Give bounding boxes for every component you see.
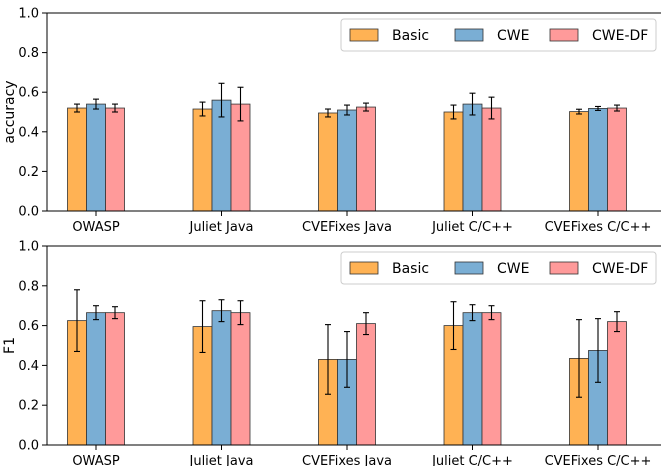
bar-cwe-df-3 (356, 323, 376, 446)
bar-basic-5 (569, 111, 589, 212)
bar-basic-3 (318, 112, 338, 212)
legend-swatch-basic (349, 261, 379, 275)
x-tick-label: CVEFixes C/C++ (545, 454, 652, 466)
legend-label-cwe-df: CWE-DF (592, 28, 648, 44)
legend: Basic CWE CWE-DF (340, 251, 657, 285)
y-tick-label: 1.0 (18, 240, 39, 255)
legend-box (340, 251, 657, 285)
bar-cwe-3 (337, 109, 357, 212)
x-tick-label: OWASP (72, 220, 120, 235)
x-tick-label: Juliet Java (189, 220, 254, 235)
legend-swatch-cwe (454, 28, 484, 42)
legend-swatch-cwe (454, 261, 484, 275)
y-axis-label: accuracy (2, 80, 18, 143)
chart-panel-1: 0.0 0.2 0.4 0.6 0.8 1.0 accuracy OWASP Juliet Ja… (2, 7, 661, 235)
x-tick-label: Juliet C/C++ (431, 454, 513, 466)
y-axis-label: F1 (2, 337, 18, 354)
bar-basic-4 (443, 111, 464, 212)
bar-cwe-df-1 (105, 312, 125, 446)
bar-cwe-df-1 (105, 107, 125, 212)
bar-cwe-df-5 (607, 107, 627, 212)
y-tick-label: 0.4 (18, 359, 39, 374)
legend-label-cwe: CWE (497, 28, 529, 44)
bar-cwe-df-4 (481, 107, 502, 212)
bar-cwe-2 (211, 310, 232, 446)
y-tick-label: 0.2 (18, 399, 39, 414)
legend-swatch-basic (349, 28, 379, 42)
bar-cwe-5 (588, 108, 608, 212)
x-tick-label: CVEFixes Java (302, 454, 392, 466)
bar-cwe-4 (462, 312, 483, 446)
y-tick-label: 0.8 (18, 279, 39, 294)
y-tick-label: 1.0 (18, 7, 39, 22)
chart-panel-2: 0.0 0.2 0.4 0.6 0.8 1.0 F1 OWASP Juliet Java CVEF… (2, 240, 661, 466)
bar-cwe-4 (462, 103, 483, 212)
legend-label-basic: Basic (392, 261, 429, 277)
bar-cwe-df-3 (356, 106, 376, 212)
x-tick-label: OWASP (72, 454, 120, 466)
x-tick-label: CVEFixes Java (302, 220, 392, 235)
bar-cwe-1 (86, 103, 106, 212)
bar-basic-1 (67, 107, 87, 212)
y-tick-label: 0.4 (18, 125, 39, 140)
bar-basic-2 (192, 108, 213, 212)
legend-swatch-cwe-df (549, 261, 579, 275)
legend-label-basic: Basic (392, 28, 429, 44)
y-tick-label: 0.8 (18, 46, 39, 61)
bar-cwe-df-4 (481, 312, 502, 446)
x-tick-label: Juliet Java (189, 454, 254, 466)
legend: Basic CWE CWE-DF (340, 18, 657, 52)
y-tick-label: 0.0 (18, 205, 39, 220)
bar-cwe-df-2 (230, 312, 251, 446)
x-tick-label: Juliet C/C++ (431, 220, 513, 235)
legend-box (340, 18, 657, 52)
bar-cwe-1 (86, 312, 106, 446)
y-tick-label: 0.0 (18, 439, 39, 454)
legend-label-cwe: CWE (497, 261, 529, 277)
y-tick-label: 0.6 (18, 86, 39, 101)
y-tick-label: 0.6 (18, 319, 39, 334)
x-tick-label: CVEFixes C/C++ (545, 220, 652, 235)
bar-cwe-df-5 (607, 321, 627, 446)
legend-label-cwe-df: CWE-DF (592, 261, 648, 277)
y-tick-label: 0.2 (18, 165, 39, 180)
legend-swatch-cwe-df (549, 28, 579, 42)
